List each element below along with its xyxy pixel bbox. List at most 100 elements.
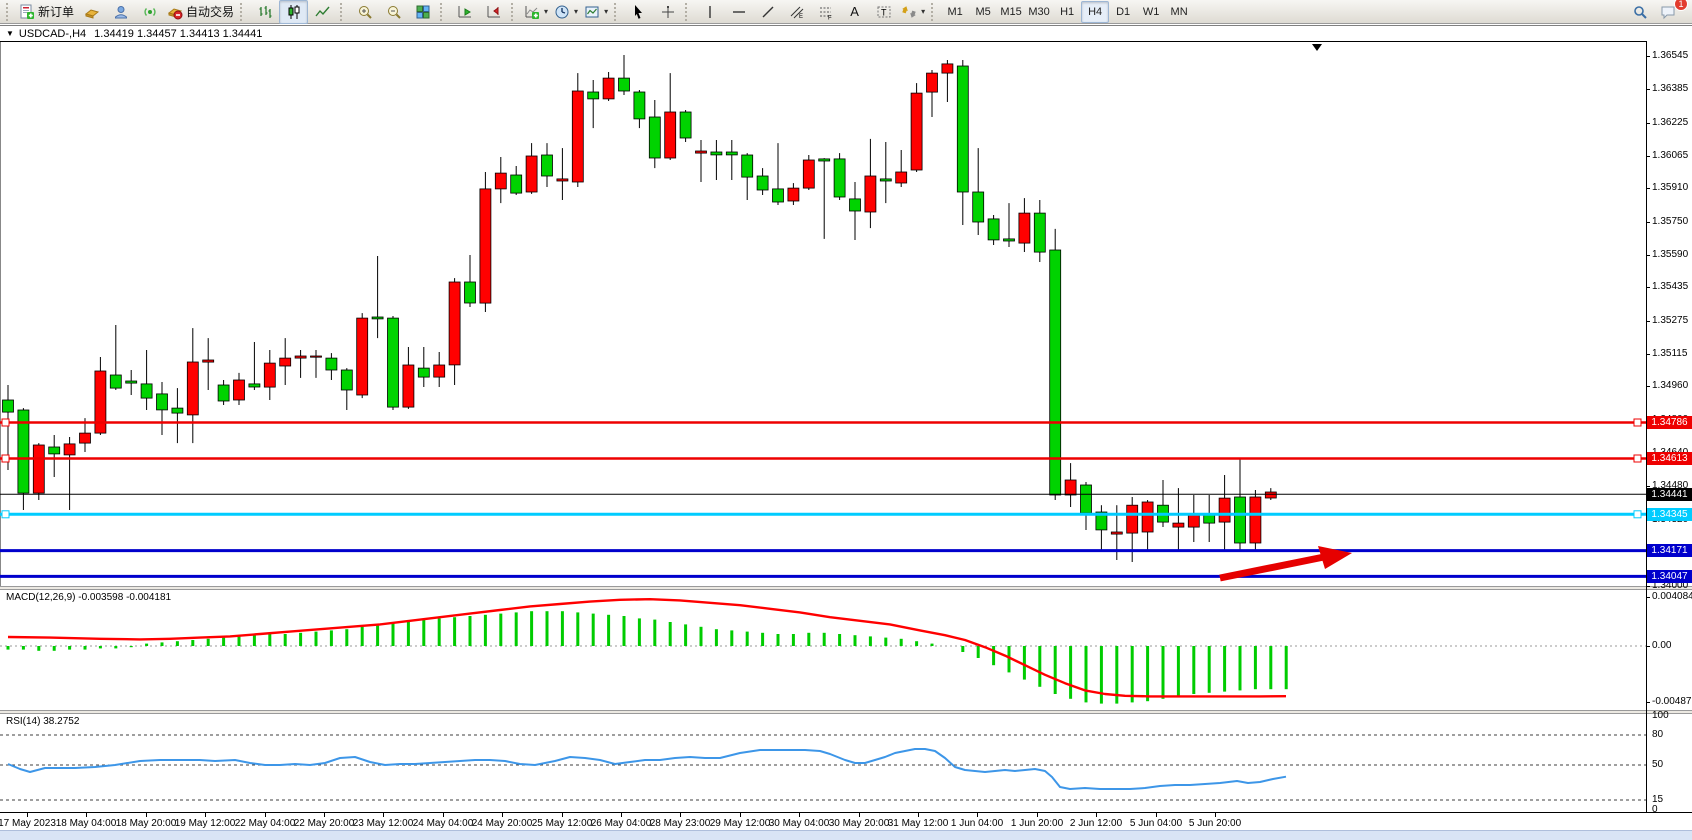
main-chart-canvas[interactable]: [0, 41, 1646, 586]
time-label: 2 Jun 12:00: [1069, 818, 1123, 829]
rsi-pane-canvas[interactable]: [0, 714, 1646, 812]
price-tick-label: 1.34480: [1652, 480, 1689, 491]
signals-button[interactable]: [135, 0, 164, 24]
price-axis-line[interactable]: [1646, 41, 1647, 812]
time-label: 22 May 04:00: [234, 818, 296, 829]
notifications-button[interactable]: 1: [1654, 0, 1688, 24]
price-tick-label: 1.36385: [1652, 83, 1689, 94]
timeframe-W1[interactable]: W1: [1142, 5, 1160, 18]
time-tick: [265, 813, 266, 817]
macd-tick-label: 0.004084: [1652, 591, 1692, 602]
chart-shift-button[interactable]: [479, 0, 508, 24]
new-order-icon: [19, 4, 35, 20]
macd-pane-canvas[interactable]: [0, 590, 1646, 710]
periods-button[interactable]: ▾: [551, 0, 581, 24]
market-button[interactable]: [77, 0, 106, 24]
chart-menu-triangle-icon[interactable]: ▼: [6, 29, 14, 38]
market-icon: [84, 4, 100, 20]
pane-splitter[interactable]: [0, 586, 1692, 590]
time-tick: [918, 813, 919, 817]
crosshair-tool-button[interactable]: [653, 0, 682, 24]
toolbar-grip: [6, 2, 13, 21]
arrows-dropdown-caret: ▾: [921, 7, 926, 16]
timeframe-M15[interactable]: M15: [1000, 5, 1022, 18]
search-button[interactable]: [1625, 0, 1654, 24]
timeframe-D1[interactable]: D1: [1116, 5, 1131, 18]
channel-icon: E: [789, 4, 805, 20]
time-label: 5 Jun 20:00: [1188, 818, 1242, 829]
price-tick: [1646, 354, 1650, 355]
time-tick: [324, 813, 325, 817]
bar-chart-mode-button[interactable]: [250, 0, 279, 24]
price-tick-label: 1.34960: [1652, 380, 1689, 391]
zoom-in-icon: [357, 4, 373, 20]
cursor-tool-button[interactable]: [624, 0, 653, 24]
signals-icon: [142, 4, 158, 20]
toolbar-grip: [511, 2, 518, 21]
time-tick: [1096, 813, 1097, 817]
fibonacci-tool-button[interactable]: F: [811, 0, 840, 24]
arrows-tool-button[interactable]: ▾: [898, 0, 928, 24]
time-label: 31 May 12:00: [887, 818, 949, 829]
zoom-in-button[interactable]: [350, 0, 379, 24]
timeframe-H4[interactable]: H4: [1081, 0, 1110, 23]
timeframe-M5[interactable]: M5: [975, 5, 991, 18]
chart-quotes: 1.34419 1.34457 1.34413 1.34441: [94, 27, 263, 40]
indicators-button[interactable]: ▾: [521, 0, 551, 24]
time-tick: [740, 813, 741, 817]
tile-windows-icon: [415, 4, 431, 20]
time-axis[interactable]: 17 May 2023 18 May 04:00 18 May 20:00 19 Ma…: [0, 812, 1692, 831]
rsi-label: RSI(14) 38.2752: [6, 716, 80, 727]
horizontal-line-icon: [731, 4, 747, 20]
new-order-button[interactable]: 新订单: [16, 0, 77, 24]
rsi-tick-label: 50: [1652, 759, 1664, 770]
zoom-out-button[interactable]: [379, 0, 408, 24]
tile-windows-button[interactable]: [408, 0, 437, 24]
rsi-tick-label: 15: [1652, 794, 1664, 805]
vertical-line-tool-button[interactable]: [695, 0, 724, 24]
new-order-label: 新订单: [38, 5, 75, 19]
time-tick: [1037, 813, 1038, 817]
line-chart-icon: [314, 4, 331, 20]
community-button[interactable]: [106, 0, 135, 24]
timeframe-M30[interactable]: M30: [1028, 5, 1050, 18]
time-tick: [977, 813, 978, 817]
fibonacci-icon: F: [818, 4, 834, 20]
horizontal-line-tool-button[interactable]: [724, 0, 753, 24]
time-label: 28 May 23:00: [649, 818, 711, 829]
timeframe-M1[interactable]: M1: [947, 5, 963, 18]
pane-splitter[interactable]: [0, 710, 1692, 714]
trendline-tool-button[interactable]: [753, 0, 782, 24]
chart-title-bar[interactable]: ▼ USDCAD-,H4 1.34419 1.34457 1.34413 1.3…: [0, 25, 1692, 41]
time-tick: [1215, 813, 1216, 817]
time-label: 1 Jun 20:00: [1010, 818, 1064, 829]
time-label: 24 May 20:00: [471, 818, 533, 829]
toolbar-grip: [614, 2, 621, 21]
toolbar-grip: [685, 2, 692, 21]
candlestick-mode-button[interactable]: [279, 0, 309, 24]
label-tool-button[interactable]: T: [869, 0, 898, 24]
toolbar-grip: [931, 2, 938, 21]
auto-scroll-button[interactable]: [450, 0, 479, 24]
price-tick-label: 1.35435: [1652, 281, 1689, 292]
macd-tick-label: -0.004872: [1652, 696, 1692, 707]
auto-scroll-icon: [457, 4, 473, 20]
autotrading-button[interactable]: 自动交易: [164, 0, 237, 24]
timeframe-MN[interactable]: MN: [1170, 5, 1188, 18]
text-tool-button[interactable]: A: [840, 0, 869, 24]
price-tick-label: 1.36225: [1652, 117, 1689, 128]
macd-tick: [1646, 646, 1650, 647]
price-tick-label: 1.35275: [1652, 315, 1689, 326]
line-chart-mode-button[interactable]: [308, 0, 337, 24]
cursor-icon: [631, 4, 647, 20]
time-tick: [86, 813, 87, 817]
price-tick: [1646, 321, 1650, 322]
price-line-badge: 1.34613: [1647, 452, 1692, 465]
main-toolbar: 新订单 自动交易: [0, 0, 1692, 24]
channel-tool-button[interactable]: E: [782, 0, 811, 24]
time-tick: [859, 813, 860, 817]
price-tick: [1646, 188, 1650, 189]
timeframe-H1[interactable]: H1: [1060, 5, 1075, 18]
toolbar-grip: [440, 2, 447, 21]
templates-button[interactable]: ▾: [581, 0, 611, 24]
